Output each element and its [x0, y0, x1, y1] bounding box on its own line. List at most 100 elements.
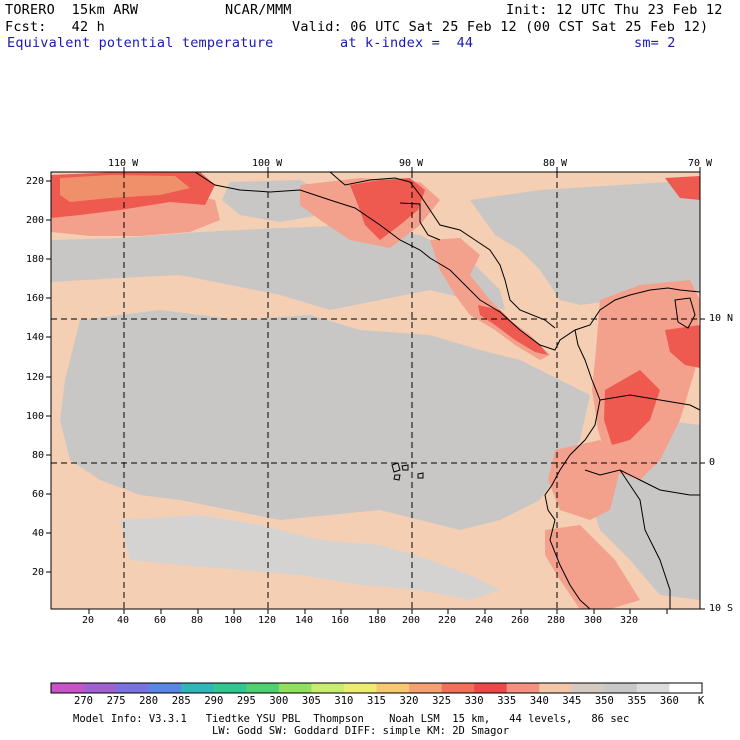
coast-mexico: [194, 171, 701, 351]
colorbar-swatch: [213, 683, 247, 693]
colorbar-level-label: 300: [269, 695, 289, 707]
x-label-40: 40: [117, 615, 130, 626]
coast-yucatan: [329, 171, 476, 241]
x-label-60: 60: [154, 615, 167, 626]
lon-label-80w: 80 W: [543, 158, 568, 169]
x-label-240: 240: [475, 615, 494, 626]
y-label-220: 220: [26, 176, 45, 187]
forecast-hour: Fcst: 42 h: [5, 19, 105, 35]
colorbar-unit: K: [697, 695, 705, 707]
colorbar-swatch: [51, 683, 84, 693]
y-label-200: 200: [26, 215, 45, 226]
x-label-80: 80: [191, 615, 204, 626]
colorbar-level-label: 275: [106, 695, 126, 707]
lat-label-0: 0: [709, 457, 716, 468]
lake-maracaibo: [674, 297, 696, 329]
x-label-20: 20: [82, 615, 95, 626]
tick-marks: [46, 167, 705, 614]
colorbar-level-label: 325: [432, 695, 452, 707]
border-peru-brazil: [619, 469, 671, 609]
y-label-80: 80: [32, 450, 45, 461]
model-name: TORERO 15km ARW: [5, 2, 139, 18]
lat-label-10s: 10 S: [709, 603, 734, 614]
coast-caribbean: [474, 239, 556, 329]
y-label-180: 180: [26, 254, 45, 265]
y-label-120: 120: [26, 372, 45, 383]
colorbar-swatch: [474, 683, 507, 693]
colorbar-swatch: [506, 683, 540, 693]
x-label-260: 260: [511, 615, 530, 626]
colorbar-level-label: 295: [236, 695, 256, 707]
colorbar-swatch: [343, 683, 377, 693]
field-red-colombia: [604, 370, 660, 445]
lon-label-90w: 90 W: [399, 158, 424, 169]
colorbar-level-label: 350: [594, 695, 614, 707]
colorbar-swatch: [181, 683, 215, 693]
border-colombia: [599, 394, 701, 411]
colorbar-swatch: [376, 683, 410, 693]
colorbar-swatch: [571, 683, 605, 693]
field-salmon-peru: [545, 525, 640, 609]
coastlines: [194, 171, 701, 610]
model-info-line2: LW: Godd SW: Goddard DIFF: simple KM: 2D…: [212, 725, 510, 737]
colorbar-level-label: 285: [171, 695, 191, 707]
field-orange-north-pacific: [60, 175, 190, 202]
colorbar-swatch: [83, 683, 117, 693]
colorbar-level-label: 310: [334, 695, 354, 707]
axis-ticks: [46, 167, 705, 614]
colorbar-level-label: 320: [399, 695, 419, 707]
model-info-line1: Model Info: V3.3.1 Tiedtke YSU PBL Thomp…: [73, 713, 630, 725]
field-gray-south: [120, 515, 500, 600]
field-red-caribbean: [665, 176, 700, 200]
colorbar-level-label: 290: [204, 695, 224, 707]
colorbar-swatch: [409, 683, 442, 693]
x-label-160: 160: [331, 615, 350, 626]
y-label-60: 60: [32, 489, 45, 500]
colorbar-level-label: 270: [74, 695, 93, 707]
temperature-field: [51, 172, 700, 609]
colorbar-level-label: 305: [301, 695, 321, 707]
valid-time: Valid: 06 UTC Sat 25 Feb 12 (00 CST Sat …: [292, 19, 709, 35]
x-label-120: 120: [258, 615, 277, 626]
field-red-venezuela: [665, 325, 700, 368]
field-red-costa-rica: [478, 305, 548, 355]
y-label-40: 40: [32, 528, 45, 539]
colorbar-level-label: 340: [529, 695, 549, 707]
y-label-160: 160: [26, 293, 45, 304]
x-label-320: 320: [620, 615, 639, 626]
x-label-200: 200: [402, 615, 421, 626]
lon-label-110w: 110 W: [108, 158, 139, 169]
colorbar-level-label: 315: [367, 695, 386, 707]
smoothing: sm= 2: [634, 35, 676, 51]
y-label-100: 100: [26, 411, 45, 422]
x-label-300: 300: [584, 615, 603, 626]
colorbar-swatches: [51, 683, 703, 693]
x-label-180: 180: [368, 615, 387, 626]
map-frame: [50, 171, 701, 610]
x-label-100: 100: [224, 615, 243, 626]
field-salmon-ecuador: [548, 440, 620, 520]
model-center: NCAR/MMM: [225, 2, 292, 18]
colorbar-swatch: [441, 683, 475, 693]
x-label-220: 220: [438, 615, 457, 626]
field-gray-central: [60, 310, 590, 530]
colorbar-swatch: [116, 683, 149, 693]
galapagos-islands: [391, 462, 424, 481]
colorbar-level-label: 355: [627, 695, 647, 707]
colorbar-level-label: 330: [464, 695, 484, 707]
field-gray-caribbean: [470, 180, 700, 305]
latlon-grid: [51, 172, 700, 609]
colorbar-level-label: 280: [139, 695, 159, 707]
colorbar-swatch: [311, 683, 345, 693]
border-ecuador-peru: [584, 469, 700, 496]
colorbar-swatch: [669, 683, 703, 693]
lat-label-10n: 10 N: [709, 313, 734, 324]
level-index: at k-index = 44: [340, 35, 474, 51]
init-time: Init: 12 UTC Thu 23 Feb 12: [506, 2, 723, 18]
border-guatemala: [399, 202, 441, 241]
colorbar-swatch: [278, 683, 312, 693]
colorbar-frame: [50, 682, 703, 694]
colorbar-swatch: [148, 683, 182, 693]
y-label-20: 20: [32, 567, 45, 578]
